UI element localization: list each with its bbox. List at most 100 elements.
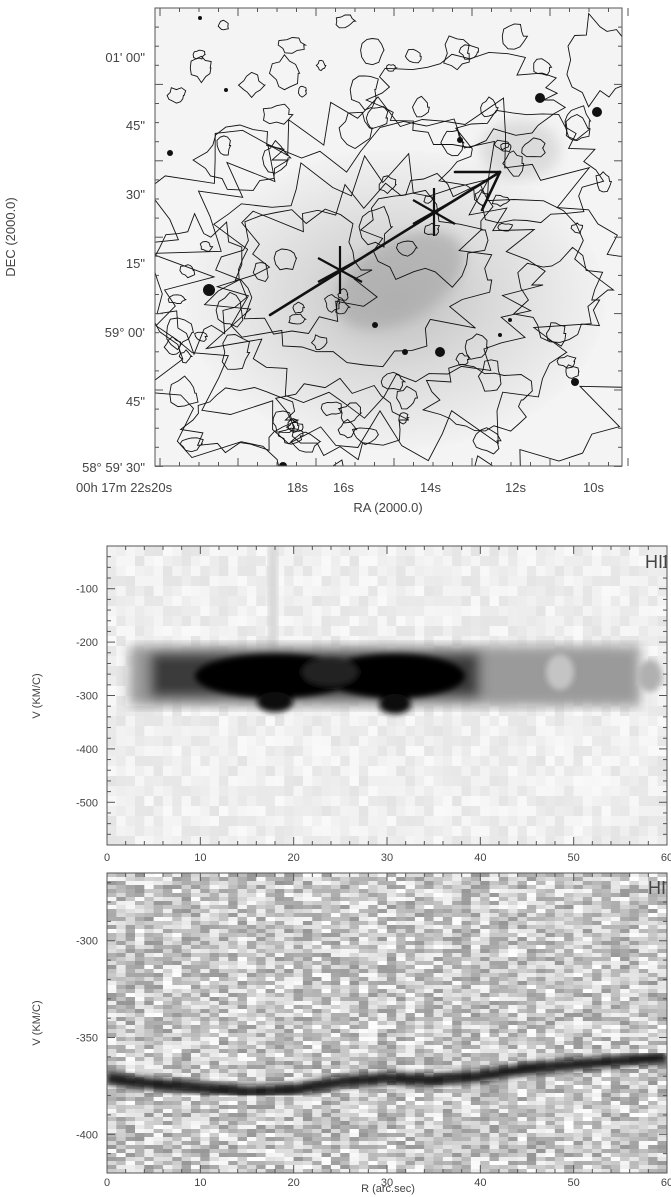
contour-small-36: [192, 49, 207, 60]
p3-ytick-0: -300: [76, 936, 98, 948]
contour-small-43: [166, 87, 187, 104]
p1-ytick-4: 59° 00': [105, 325, 145, 340]
contour-6: [438, 109, 605, 224]
contour-small-22: [287, 417, 300, 434]
contour-small-52: [497, 222, 514, 232]
contour-small-21: [338, 111, 373, 150]
contour-small-9: [545, 322, 567, 347]
p3-panel-label: HI: [648, 878, 666, 898]
p2-xtick-2: 20: [288, 852, 300, 864]
contour-small-65: [351, 427, 379, 446]
contour-small-18: [221, 334, 251, 370]
contour-small-37: [493, 139, 510, 151]
p1-ytick-6: 58° 59' 30": [82, 460, 145, 475]
field-stars: [167, 16, 602, 466]
contour-small-72: [440, 129, 465, 157]
contour-small-57: [335, 298, 351, 315]
star-4: [571, 378, 579, 386]
contour-12: [566, 12, 622, 108]
hi-noise: [107, 873, 667, 1173]
p1-xtick-0: 00h 17m 22s20s: [76, 480, 173, 495]
contour-small-76: [396, 240, 418, 257]
contour-small-48: [189, 55, 212, 84]
p3-xtick-1: 10: [194, 1177, 206, 1189]
p2-ytick-2: -300: [76, 691, 98, 703]
contour-small-12: [277, 37, 308, 54]
contour-small-1: [500, 142, 512, 152]
p2-ytick-3: -400: [76, 744, 98, 756]
contour-small-67: [477, 359, 502, 392]
contour-small-53: [360, 38, 385, 66]
p2-ytick-4: -500: [76, 797, 98, 809]
p2-xtick-3: 30: [381, 852, 393, 864]
contour-small-55: [288, 313, 307, 325]
contour-13: [274, 377, 410, 461]
p3-xtick-3: 30: [381, 1177, 393, 1189]
contour-small-68: [378, 175, 397, 195]
contour-small-10: [533, 58, 553, 76]
star-8: [167, 150, 173, 156]
p1-ytick-1: 45": [126, 118, 145, 133]
p3-xlabel: R (arc.sec): [361, 1183, 415, 1195]
contour-small-2: [272, 410, 297, 433]
contour-small-75: [565, 364, 580, 379]
p1-xtick-3: 14s: [420, 480, 441, 495]
contour-small-4: [480, 96, 499, 118]
contour-small-78: [502, 150, 525, 177]
contour-small-61: [277, 427, 304, 445]
contour-small-42: [167, 294, 187, 305]
p2-xtick-4: 40: [474, 852, 486, 864]
p3-ylabel: V (KM/C): [31, 1000, 43, 1045]
contour-small-77: [556, 355, 577, 369]
contour-8: [421, 363, 533, 432]
contour-small-34: [349, 75, 379, 111]
contour-small-7: [564, 105, 592, 141]
p3-xtick-6: 60: [661, 1177, 671, 1189]
p3-ytick-2: -400: [76, 1129, 98, 1141]
star-11: [498, 333, 502, 337]
contour-small-19: [298, 85, 307, 98]
contour-small-35: [199, 241, 214, 252]
contour-small-45: [595, 171, 613, 193]
contour-4: [215, 208, 378, 335]
contour-small-27: [412, 95, 430, 118]
contour-small-38: [443, 35, 470, 71]
p2-ytick-0: -100: [76, 584, 98, 596]
p1-xtick-2: 16s: [333, 480, 354, 495]
contour-small-11: [423, 222, 441, 236]
p1-ytick-5: 45": [126, 394, 145, 409]
p1-xtick-5: 10s: [583, 480, 604, 495]
contour-small-60: [179, 264, 196, 279]
contour-small-32: [396, 385, 419, 410]
contour-small-64: [570, 222, 584, 234]
contour-small-73: [423, 195, 434, 204]
contour-10: [365, 51, 567, 149]
contour-small-71: [179, 437, 204, 453]
contour-small-39: [565, 113, 591, 142]
p2-xtick-0: 0: [104, 852, 110, 864]
contour-11: [179, 387, 299, 454]
contour-small-31: [458, 44, 479, 60]
star-13: [224, 88, 228, 92]
contour-7: [155, 212, 248, 356]
star-7: [279, 462, 287, 466]
contour-small-51: [262, 103, 294, 125]
p2-ytick-1: -200: [76, 637, 98, 649]
contour-small-20: [310, 334, 328, 350]
p1-ytick-2: 30": [126, 187, 145, 202]
p1-ytick-3: 15": [126, 256, 145, 271]
contour-small-62: [216, 135, 232, 156]
contour-small-59: [491, 194, 511, 207]
star-3: [435, 347, 445, 357]
contour-small-47: [237, 71, 266, 99]
p2-panel-label: HII: [645, 552, 668, 572]
contour-small-46: [292, 301, 306, 314]
contour-small-40: [169, 375, 199, 408]
star-2: [592, 107, 602, 117]
contour-small-66: [315, 59, 327, 72]
contour-small-17: [252, 262, 269, 283]
p3-xtick-5: 50: [568, 1177, 580, 1189]
p1-xtick-4: 12s: [505, 480, 526, 495]
star-10: [457, 137, 463, 143]
